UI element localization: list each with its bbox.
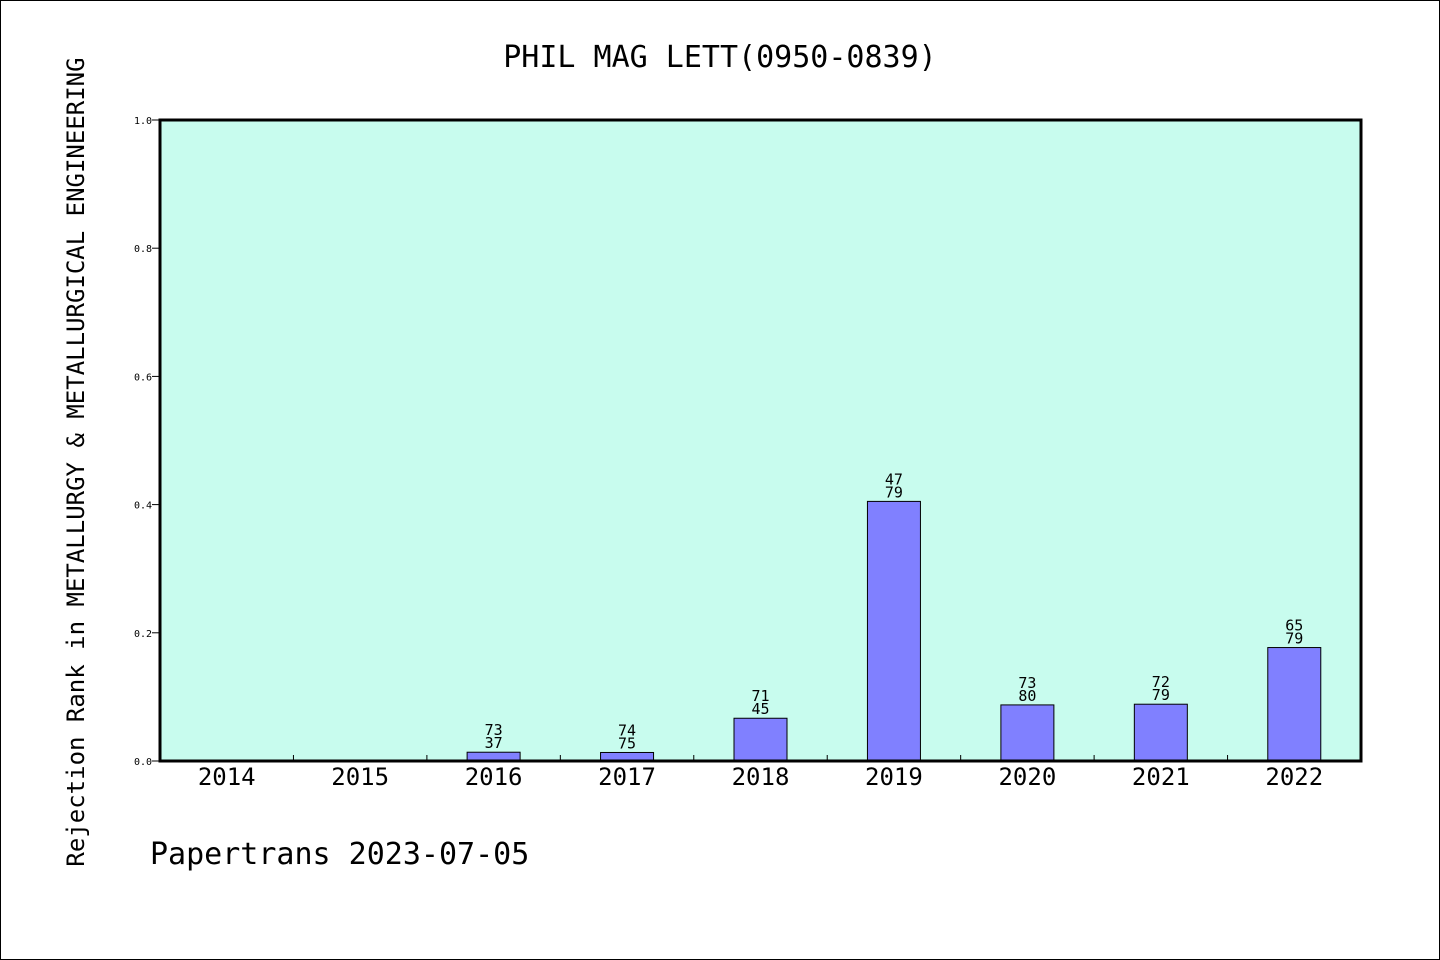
bar-data-label: 73: [1018, 674, 1036, 692]
x-tick-label: 2022: [1265, 763, 1323, 791]
bar: [1267, 647, 1322, 762]
x-tick-label: 2016: [465, 763, 523, 791]
footer-text: Papertrans 2023-07-05: [150, 837, 529, 872]
x-tick-label: 2017: [598, 763, 656, 791]
x-tick-label: 2015: [331, 763, 389, 791]
bar: [733, 717, 788, 762]
x-tick-label: 2014: [198, 763, 256, 791]
bar-data-label: 74: [618, 721, 636, 739]
bar-data-label: 72: [1152, 673, 1170, 691]
x-tick-label: 2021: [1132, 763, 1190, 791]
y-tick-label: 0.8: [134, 244, 152, 255]
bar-data-label: 37: [485, 734, 503, 752]
bar-data-label: 65: [1285, 617, 1303, 635]
y-ticks-group: 0.0 0.2 0.4 0.6 0.8 1.0: [134, 116, 160, 768]
y-tick-label: 0.2: [134, 629, 152, 640]
y-tick-label: 0.0: [134, 757, 152, 768]
x-ticks-group: 2014 2015 2016 2017 2018 2019 2020 2021 2022: [198, 755, 1323, 791]
plot-area: [160, 120, 1361, 761]
bar-data-label: 79: [1152, 686, 1170, 704]
bars-group: [466, 500, 1322, 762]
bar: [866, 500, 921, 762]
x-tick-label: 2020: [998, 763, 1056, 791]
bar-data-label: 47: [885, 470, 903, 488]
bar: [1000, 704, 1055, 762]
y-tick-label: 0.6: [134, 372, 152, 383]
bar-data-label: 73: [485, 721, 503, 739]
bar-data-label: 79: [1285, 630, 1303, 648]
x-tick-label: 2019: [865, 763, 923, 791]
x-tick-label: 2018: [732, 763, 790, 791]
plot-border: [158, 118, 1363, 763]
y-axis-label: Rejection Rank in METALLURGY & METALLURG…: [62, 57, 90, 866]
bar-data-label: 75: [618, 734, 636, 752]
y-tick-label: 1.0: [134, 116, 152, 127]
chart-title: PHIL MAG LETT(0950-0839): [503, 40, 936, 75]
bar-data-label: 80: [1018, 687, 1036, 705]
bar-data-label: 71: [751, 687, 769, 705]
y-tick-label: 0.4: [134, 501, 152, 512]
bar-data-label: 45: [751, 700, 769, 718]
bar: [1133, 703, 1188, 762]
bar-data-label: 79: [885, 483, 903, 501]
